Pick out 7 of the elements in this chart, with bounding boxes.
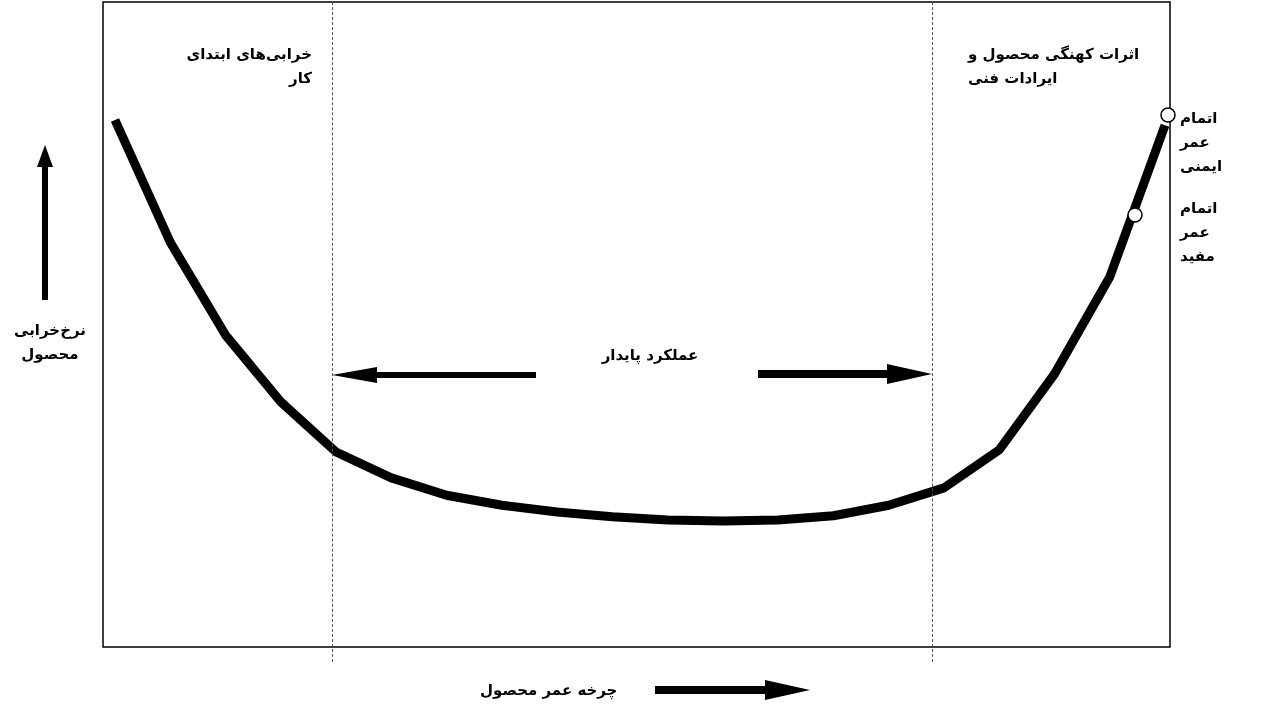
annotation: عملکرد پایدار <box>600 345 700 367</box>
text: اتمام عمر ایمنی <box>1180 108 1224 177</box>
x-axis-title: چرخه عمر محصول <box>480 680 619 702</box>
y-axis-title: نرخ‌خرابی محصول <box>13 320 87 365</box>
text: خرابی‌های ابتدای کار <box>185 44 312 89</box>
text: اثرات کهنگی محصول و ایرادات فنی <box>968 44 1140 89</box>
text: اتمام عمر مفید <box>1180 198 1219 267</box>
